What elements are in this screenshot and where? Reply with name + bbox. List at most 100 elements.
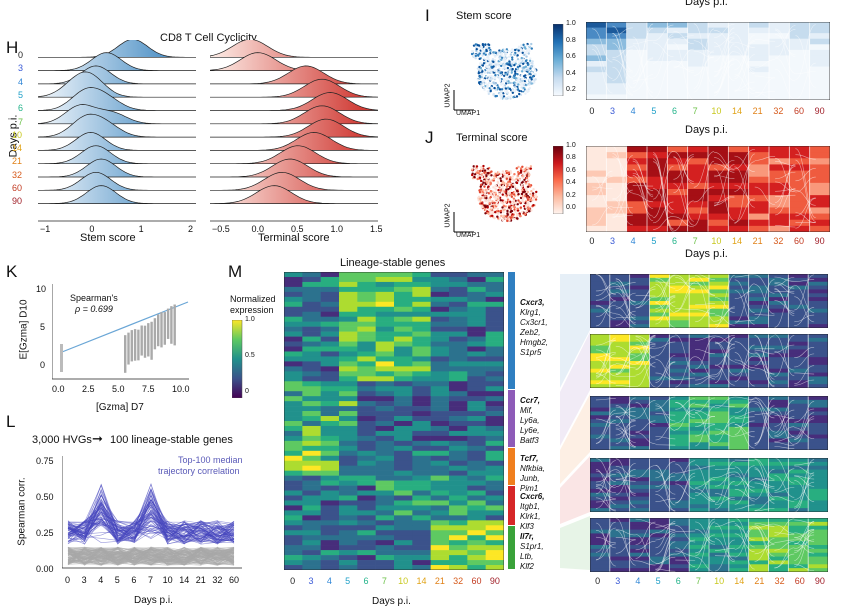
umap-terminal-score bbox=[453, 164, 538, 233]
day-tick: 7 bbox=[692, 236, 698, 246]
line-ytick: 0.75 bbox=[36, 456, 54, 466]
ridge-density bbox=[210, 40, 378, 58]
colorbar-tick: 1.0 bbox=[245, 316, 255, 323]
day-tick: 4 bbox=[630, 106, 636, 116]
day-tick: 21 bbox=[754, 576, 765, 586]
day-tick: 90 bbox=[814, 106, 825, 116]
day-tick: 7 bbox=[692, 106, 698, 116]
gene-group-bar bbox=[508, 526, 515, 569]
day-tick: 6 bbox=[672, 106, 678, 116]
panel-label-l: L bbox=[6, 412, 16, 431]
alluvial-gene-group-3 bbox=[590, 396, 828, 450]
gene-group-bar bbox=[508, 272, 515, 389]
gene-name: S1pr5 bbox=[520, 348, 542, 357]
panel-i-top-label: Days p.i. bbox=[685, 0, 728, 8]
colorbar-tick: 0.4 bbox=[566, 69, 576, 77]
m-cbar-title-2: expression bbox=[230, 305, 274, 315]
gene-name: Cx3cr1, bbox=[520, 318, 548, 327]
colorbar-stem bbox=[553, 24, 564, 96]
alluvial-gene-group-1 bbox=[590, 274, 828, 328]
alluvial-terminal-xlabel: Days p.i. bbox=[685, 248, 728, 260]
m-title: Lineage-stable genes bbox=[340, 257, 446, 269]
alluvial-gene-group-4 bbox=[590, 458, 828, 512]
ridge-density bbox=[210, 118, 378, 138]
umap-i-title: Stem score bbox=[456, 10, 512, 22]
day-tick: 14 bbox=[732, 106, 743, 116]
ridge-day-label: 90 bbox=[12, 196, 23, 207]
panel-label-m: M bbox=[228, 262, 243, 281]
line-xtick: 14 bbox=[179, 575, 190, 585]
ridge-density bbox=[210, 132, 378, 151]
colorbar-normalized bbox=[232, 320, 243, 398]
umap-stem-score bbox=[453, 42, 538, 111]
ridge-tick: 0 bbox=[89, 224, 95, 234]
day-tick: 32 bbox=[774, 576, 785, 586]
line-xtick: 7 bbox=[148, 575, 154, 585]
day-tick: 90 bbox=[814, 236, 825, 246]
ridge-stem-xlabel: Stem score bbox=[80, 232, 136, 244]
gene-name: Mif, bbox=[520, 406, 533, 415]
ridge-density bbox=[210, 65, 378, 85]
gene-name: Ly6e, bbox=[520, 426, 540, 435]
day-tick: 60 bbox=[794, 106, 805, 116]
ridge-density bbox=[210, 78, 378, 98]
gene-group-bar bbox=[508, 448, 515, 485]
alluvial-stem-score bbox=[586, 22, 830, 100]
line-ytick: 0.00 bbox=[36, 564, 54, 574]
alluvial-gene-group-2 bbox=[590, 334, 828, 388]
day-tick: 0 bbox=[589, 106, 595, 116]
day-tick: 21 bbox=[434, 576, 445, 586]
day-tick: 10 bbox=[398, 576, 409, 586]
gene-name: Batf3 bbox=[520, 436, 539, 445]
ridge-plot-terminal bbox=[210, 40, 378, 222]
line-xtick: 3 bbox=[81, 575, 87, 585]
gene-group-head: Ccr7, bbox=[520, 396, 541, 405]
ridge-plot-stem bbox=[38, 40, 196, 222]
scatter-xtick: 10.0 bbox=[172, 384, 190, 394]
scatter-xtick: 5.0 bbox=[112, 384, 125, 394]
gene-name: Klf2 bbox=[520, 562, 534, 571]
day-tick: 0 bbox=[595, 576, 601, 586]
day-tick: 3 bbox=[615, 576, 621, 586]
line-xtick: 60 bbox=[229, 575, 240, 585]
day-tick: 4 bbox=[326, 576, 332, 586]
k-xlabel: [Gzma] D7 bbox=[96, 402, 144, 413]
ridge-density bbox=[38, 185, 196, 204]
gene-group-head: Cxcr6, bbox=[520, 492, 545, 501]
day-tick: 60 bbox=[794, 576, 805, 586]
group-connector bbox=[560, 274, 590, 388]
colorbar-tick: 0.8 bbox=[566, 154, 576, 162]
ridge-tick: 1.5 bbox=[370, 224, 383, 234]
scatter-gzma bbox=[52, 284, 189, 380]
ridge-density bbox=[38, 71, 196, 98]
group-connector-wedges bbox=[560, 274, 590, 570]
umap-i-xlabel: UMAP1 bbox=[456, 110, 481, 117]
colorbar-tick: 0 bbox=[245, 388, 249, 395]
ridge-density bbox=[38, 40, 196, 58]
scatter-ytick: 5 bbox=[40, 322, 46, 332]
ridge-day-label: 4 bbox=[18, 76, 24, 87]
panel-label-h: H bbox=[6, 38, 19, 57]
group-connector bbox=[560, 456, 590, 524]
ridge-density bbox=[38, 87, 196, 111]
day-tick: 32 bbox=[453, 576, 464, 586]
gene-group-head: Il7r, bbox=[520, 532, 534, 541]
day-tick: 32 bbox=[773, 106, 784, 116]
gene-name: Junb, bbox=[520, 474, 540, 483]
day-tick: 14 bbox=[734, 576, 745, 586]
ridge-day-label: 14 bbox=[12, 143, 23, 154]
l-arrow-icon: ➞ bbox=[92, 431, 103, 446]
gene-group-bar bbox=[508, 486, 515, 525]
l-xlabel: Days p.i. bbox=[134, 595, 173, 606]
day-tick: 0 bbox=[589, 236, 595, 246]
gene-name: Klrk1, bbox=[520, 512, 541, 521]
gene-name: Hmgb2, bbox=[520, 338, 549, 347]
day-tick: 7 bbox=[695, 576, 701, 586]
ridge-day-label: 6 bbox=[18, 103, 24, 114]
day-tick: 6 bbox=[672, 236, 678, 246]
day-tick: 32 bbox=[773, 236, 784, 246]
k-stat-name: Spearman's bbox=[70, 293, 118, 303]
gene-name: Pim1 bbox=[520, 484, 539, 493]
k-ylabel: E[Gzma] D10 bbox=[18, 299, 30, 360]
gene-name: Klf3 bbox=[520, 522, 534, 531]
